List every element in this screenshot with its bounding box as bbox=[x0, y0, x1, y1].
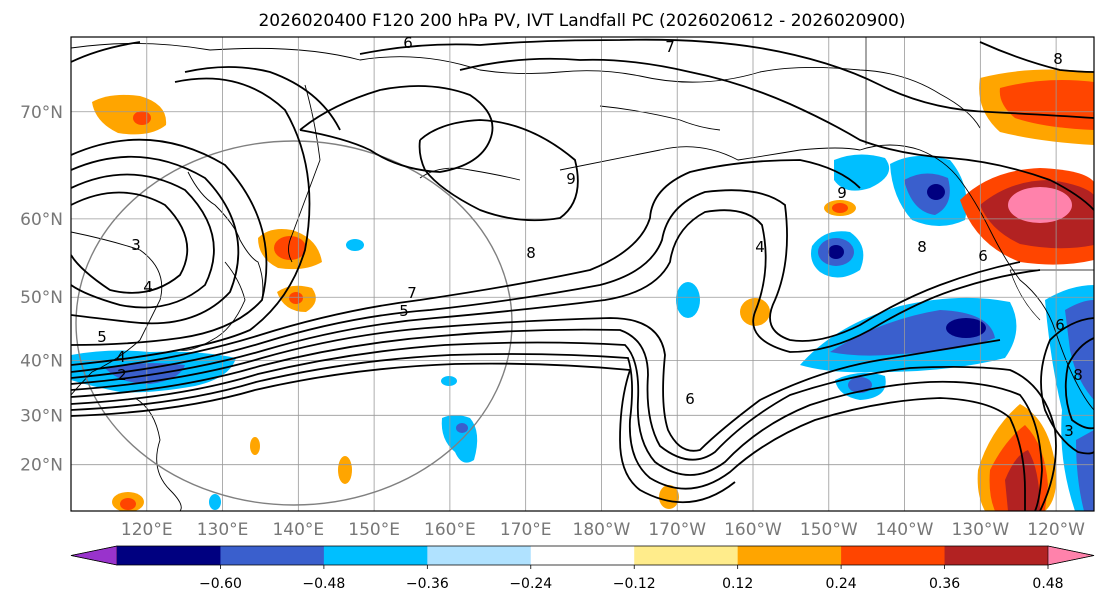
pv-contour-label: 4 bbox=[116, 348, 126, 366]
latitude-tick-label: 20°N bbox=[20, 456, 63, 476]
pv-contour-label: 4 bbox=[755, 238, 765, 256]
colorbar-segment bbox=[427, 546, 532, 565]
longitude-tick-label: 130°W bbox=[951, 520, 1009, 540]
pv-contour-label: 9 bbox=[566, 170, 576, 188]
pv-contour-label: 6 bbox=[978, 247, 988, 265]
colorbar-tick-label: −0.24 bbox=[509, 576, 552, 592]
colorbar-tick-label: −0.48 bbox=[302, 576, 345, 592]
colorbar-segment bbox=[117, 546, 221, 565]
pv-contour-label: 6 bbox=[403, 34, 413, 52]
pv-contour-label: 3 bbox=[1064, 422, 1074, 440]
colorbar-tick-label: −0.36 bbox=[406, 576, 449, 592]
longitude-tick-label: 160°E bbox=[424, 520, 476, 540]
coastlines bbox=[71, 43, 1094, 511]
longitude-labels: 120°E 130°E 140°E 150°E 160°E 170°E 180°W 170°W… bbox=[121, 520, 1085, 540]
longitude-tick-label: 170°W bbox=[648, 520, 706, 540]
colorbar-extend-low bbox=[70, 545, 118, 566]
colorbar-tick-label: 0.24 bbox=[826, 576, 857, 592]
colorbar-segment bbox=[737, 546, 842, 565]
pv-contour-label: 7 bbox=[407, 284, 417, 302]
colorbar-tick-label: 0.12 bbox=[722, 576, 753, 592]
colorbar-segment bbox=[841, 546, 946, 565]
colorbar-segment bbox=[530, 546, 635, 565]
latitude-tick-label: 50°N bbox=[20, 288, 63, 308]
pv-contour-label: 5 bbox=[97, 328, 107, 346]
pv-contour-label: 7 bbox=[665, 38, 675, 56]
pv-contours bbox=[71, 38, 1094, 511]
pv-contour-label: 6 bbox=[685, 390, 695, 408]
colorbar-extend-high bbox=[1047, 545, 1095, 566]
longitude-tick-label: 120°W bbox=[1027, 520, 1085, 540]
latitude-tick-label: 40°N bbox=[20, 352, 63, 372]
pv-contour-label: 4 bbox=[143, 278, 153, 296]
pv-contour-label: 9 bbox=[837, 184, 847, 202]
colorbar-outline bbox=[70, 545, 1095, 566]
colorbar-tick-label: 0.36 bbox=[929, 576, 960, 592]
longitude-tick-label: 120°E bbox=[121, 520, 173, 540]
pv-contour-label: 3 bbox=[131, 236, 141, 254]
colorbar-tick-label: −0.60 bbox=[199, 576, 242, 592]
map-panel: 6 7 8 9 8 7 5 4 3 2 5 4 6 4 6 8 9 6 8 3 bbox=[20, 34, 1095, 540]
colorbar bbox=[70, 545, 1095, 566]
longitude-tick-label: 140°W bbox=[876, 520, 934, 540]
map-frame bbox=[70, 36, 1095, 512]
pv-contour-label: 8 bbox=[1053, 50, 1063, 68]
colorbar-segment bbox=[323, 546, 428, 565]
pv-contour-label: 8 bbox=[917, 238, 927, 256]
colorbar-tick-labels: −0.60 −0.48 −0.36 −0.24 −0.12 0.12 0.24 0.36 0.4… bbox=[199, 565, 1064, 592]
latitude-tick-label: 70°N bbox=[20, 103, 63, 123]
pv-contour-label: 8 bbox=[1073, 366, 1083, 384]
latitude-labels: 20°N 30°N 40°N 50°N 60°N 70°N bbox=[20, 103, 63, 476]
colorbar-tick-label: 0.48 bbox=[1032, 576, 1063, 592]
latitude-tick-label: 30°N bbox=[20, 406, 63, 426]
colorbar-segment bbox=[944, 546, 1049, 565]
longitude-tick-label: 160°W bbox=[724, 520, 782, 540]
ivt-negative-patch bbox=[834, 154, 890, 191]
longitude-tick-label: 150°E bbox=[348, 520, 400, 540]
longitude-tick-label: 170°E bbox=[500, 520, 552, 540]
pv-contour-label: 2 bbox=[117, 366, 127, 384]
colorbar-tick-label: −0.12 bbox=[613, 576, 656, 592]
pv-contour-label: 8 bbox=[526, 244, 536, 262]
longitude-tick-label: 150°W bbox=[800, 520, 858, 540]
map-background bbox=[71, 37, 1094, 511]
latitude-tick-label: 60°N bbox=[20, 210, 63, 230]
longitude-tick-label: 180°W bbox=[573, 520, 631, 540]
colorbar-segment bbox=[634, 546, 739, 565]
colorbar-segment bbox=[220, 546, 325, 565]
ivt-positive-patch bbox=[92, 94, 167, 135]
pv-contour-labels: 6 7 8 9 8 7 5 4 3 2 5 4 6 4 6 8 9 6 8 3 bbox=[97, 34, 1083, 440]
chart-title: 2026020400 F120 200 hPa PV, IVT Landfall… bbox=[258, 11, 905, 31]
longitude-tick-label: 140°E bbox=[272, 520, 324, 540]
pv-contour-label: 6 bbox=[1055, 316, 1065, 334]
pv-contour-label: 5 bbox=[399, 302, 409, 320]
longitude-tick-label: 130°E bbox=[197, 520, 249, 540]
